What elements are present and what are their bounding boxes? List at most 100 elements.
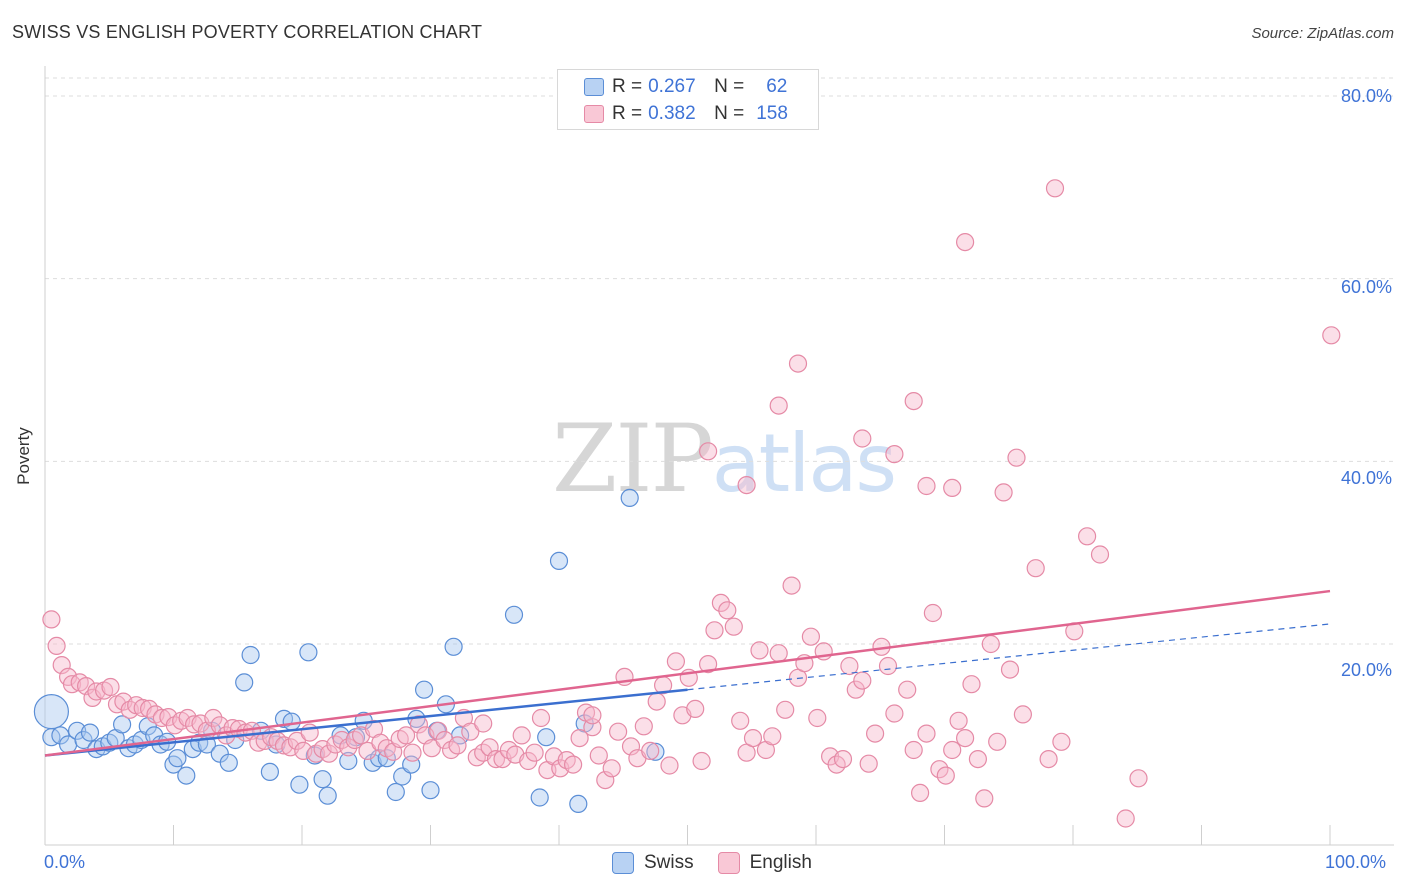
english-point-114 [769,644,788,663]
english-point-168 [1007,448,1026,467]
english-point-155 [1090,545,1110,564]
english-point-10 [101,677,120,697]
english-point-110 [743,728,763,748]
legend-item-swiss[interactable]: Swiss [612,852,694,874]
english-point-97 [660,756,679,775]
swiss-point-48 [386,782,405,802]
english-point-113 [763,727,782,746]
english-point-104 [705,621,724,640]
swiss-point-32 [260,762,279,782]
swiss-point-58 [504,605,524,624]
english-point-102 [692,751,711,771]
y-tick-label-40: 40.0% [1340,468,1392,488]
english-point-105 [711,593,731,613]
legend-swatch-swiss-bottom [612,852,634,874]
english-point-70 [486,749,506,769]
english-point-88 [602,759,621,778]
english-point-63 [442,740,461,760]
english-point-125 [840,656,859,676]
legend-swatch-english [584,105,604,123]
english-point-152 [1052,732,1071,751]
english-point-154 [1077,527,1097,546]
english-point-147 [988,732,1007,751]
english-point-95 [647,692,666,711]
english-point-133 [898,680,917,699]
english-point-64 [448,736,467,755]
english-point-144 [968,749,988,769]
english-point-150 [1026,559,1045,578]
english-point-98 [666,652,686,671]
english-point-91 [621,737,641,756]
y-tick-label-20: 20.0% [1340,660,1392,680]
legend-label-english: English [749,852,812,873]
english-point-83 [570,728,589,748]
english-point-171 [1322,326,1341,345]
english-point-39 [287,731,306,751]
english-point-126 [846,680,865,699]
english-point-170 [955,233,975,252]
swiss-point-59 [530,788,549,807]
legend-row-english: R = 0.382 N = 158 [584,102,788,126]
english-point-94 [641,741,660,761]
english-point-162 [885,445,904,464]
correlation-legend: R = 0.267 N = 62 R = 0.382 N = 158 [557,69,819,130]
english-point-146 [981,634,1000,654]
english-trend-line [44,589,1331,757]
english-point-140 [943,740,962,760]
english-point-103 [698,654,718,674]
english-point-169 [1045,179,1065,198]
english-point-47 [339,738,358,757]
english-point-108 [731,711,750,730]
swiss-point-37 [299,643,318,662]
swiss-point-53 [421,781,440,800]
english-point-135 [910,783,930,803]
english-point-127 [853,671,872,690]
swiss-point-60 [537,728,556,747]
english-point-165 [917,476,936,496]
english-point-148 [1000,660,1020,679]
english-point-119 [801,627,821,646]
english-point-4 [62,675,82,694]
english-point-157 [1129,769,1148,788]
english-point-8 [87,682,106,701]
english-point-93 [634,717,653,736]
chart-title: SWISS VS ENGLISH POVERTY CORRELATION CHA… [12,22,483,42]
swiss-point-35 [282,712,301,731]
swiss-trend-extension [687,623,1331,691]
english-point-115 [776,700,795,719]
legend-r-label-swiss: R = [612,76,643,97]
legend-item-english[interactable]: English [717,852,812,874]
swiss-point-56 [444,637,463,656]
english-point-116 [782,576,801,595]
english-point-67 [467,748,486,767]
english-point-56 [397,726,416,745]
legend-r-label-english: R = [612,103,643,124]
swiss-point-27 [219,753,238,772]
legend-swatch-swiss [584,78,604,96]
swiss-point-39 [313,770,332,789]
english-point-76 [525,743,544,762]
english-point-136 [917,724,936,743]
english-point-145 [975,789,994,808]
swiss-point-21 [177,766,196,785]
watermark-atlas: atlas [711,417,897,510]
swiss-point-64 [646,742,665,761]
legend-swatch-english-bottom [717,852,740,874]
swiss-point-29 [235,673,254,692]
english-point-60 [422,739,441,758]
english-point-89 [608,722,628,741]
swiss-point-40 [318,786,337,805]
english-point-87 [596,770,615,790]
swiss-point-1 [42,728,61,747]
legend-label-swiss: Swiss [644,852,694,873]
english-point-132 [885,704,904,723]
english-point-86 [589,746,608,765]
swiss-point-36 [290,775,309,794]
english-point-137 [923,603,943,623]
english-point-107 [724,617,743,636]
english-point-172 [583,706,602,725]
swiss-trend-line [44,688,688,757]
english-point-66 [461,722,480,741]
english-point-50 [358,741,377,761]
